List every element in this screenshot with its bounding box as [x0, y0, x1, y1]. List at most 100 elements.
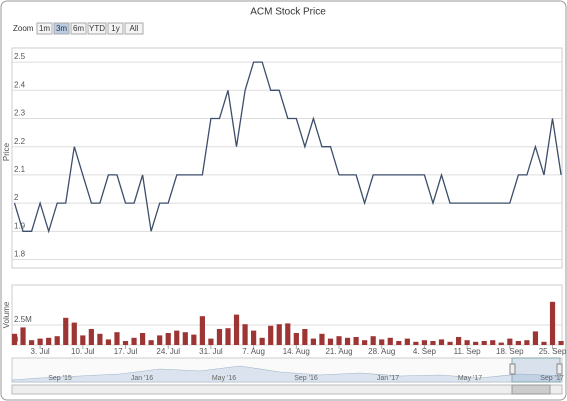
volume-bar	[490, 340, 496, 345]
volume-bar	[396, 341, 402, 345]
x-tick-label: 17. Jul	[114, 347, 138, 356]
range-button[interactable]: All	[124, 22, 144, 35]
scrollbar[interactable]	[11, 384, 563, 395]
volume-bar	[114, 332, 120, 345]
y-tick-label: 2.5	[14, 52, 26, 61]
button-label[interactable]: 3m	[56, 24, 67, 33]
volume-bar	[233, 314, 240, 345]
button-label[interactable]: 1m	[39, 24, 50, 33]
price-line	[13, 61, 562, 234]
volume-bar	[208, 338, 214, 345]
navigator-label: May '17	[458, 375, 482, 382]
y2-tick-label: 2.5M	[14, 315, 32, 324]
volume-bar	[140, 333, 146, 345]
button-label[interactable]: YTD	[89, 24, 105, 33]
y2-axis-title: Volume	[2, 301, 11, 328]
x-tick-label: 7. Aug	[242, 347, 265, 356]
volume-bar	[524, 340, 530, 345]
volume-bar	[157, 335, 163, 345]
scrollbar-thumb[interactable]	[511, 384, 551, 395]
volume-bar	[430, 341, 436, 345]
volume-bar	[88, 329, 94, 345]
volume-bar	[199, 316, 205, 345]
volume-bar	[541, 341, 547, 345]
volume-bar	[268, 325, 274, 345]
x-tick-label: 3. Jul	[31, 347, 50, 356]
volume-bar	[251, 330, 257, 345]
volume-bar	[481, 341, 487, 345]
navigator-handle[interactable]	[509, 363, 516, 375]
button-box[interactable]	[70, 22, 87, 35]
x-tick-label: 18. Sep	[496, 347, 524, 356]
y-tick-label: 2.2	[14, 137, 26, 146]
volume-bar	[216, 329, 223, 345]
navigator-handle[interactable]	[556, 363, 563, 375]
button-box[interactable]	[87, 22, 107, 35]
volume-bar	[404, 338, 410, 345]
volume-bar	[276, 324, 282, 345]
price-panel	[11, 47, 563, 269]
volume-bar	[336, 336, 342, 345]
navigator-labels: Sep '15 Jan '16 May '16 Sep '16 Jan '17 May '…	[48, 375, 564, 382]
volume-bar	[174, 330, 180, 345]
button-box[interactable]	[53, 22, 70, 35]
button-box[interactable]	[107, 22, 124, 35]
x-tick-label: 11. Sep	[454, 347, 482, 356]
x-tick-label: 24. Jul	[156, 347, 180, 356]
navigator-label: May '16	[212, 375, 236, 382]
range-button[interactable]: 1m	[36, 22, 53, 35]
volume-bar	[131, 337, 137, 345]
button-label[interactable]: 6m	[73, 24, 84, 33]
volume-bar	[225, 328, 231, 345]
range-button[interactable]: 6m	[70, 22, 87, 35]
volume-bar	[515, 341, 521, 345]
volume-bar	[80, 335, 86, 345]
volume-bar	[191, 334, 197, 345]
button-box[interactable]	[124, 22, 144, 35]
volume-bar	[327, 338, 334, 345]
button-label[interactable]: All	[130, 24, 139, 33]
volume-bar	[302, 329, 308, 345]
range-button[interactable]: 3m	[53, 22, 70, 35]
navigator-label: Jan '16	[131, 375, 153, 382]
navigator-label: Sep '17	[540, 375, 564, 382]
y-tick-label: 2.1	[14, 165, 26, 174]
range-button[interactable]: YTD	[87, 22, 107, 35]
navigator-label: Sep '16	[294, 375, 318, 382]
y-tick-label: 1.8	[14, 250, 26, 259]
volume-bar	[455, 337, 462, 345]
range-button[interactable]: 1y	[107, 22, 124, 35]
volume-bar	[46, 337, 52, 345]
volume-bar	[344, 337, 351, 345]
x-tick-label: 25. Sep	[539, 347, 567, 356]
volume-bar	[285, 323, 291, 345]
volume-bar	[54, 336, 60, 345]
volume-bar	[370, 336, 376, 345]
zoom-label: Zoom	[13, 24, 34, 33]
volume-bar	[105, 339, 112, 345]
volume-bar	[11, 333, 18, 345]
volume-bar	[293, 333, 299, 345]
volume-bar	[71, 322, 77, 345]
x-tick-label: 4. Sep	[413, 347, 437, 356]
volume-bar	[63, 317, 69, 345]
volume-bar	[37, 338, 43, 345]
volume-bar	[122, 341, 129, 345]
volume-bar	[387, 337, 393, 345]
volume-bar	[532, 331, 539, 345]
x-tick-label: 28. Aug	[368, 347, 395, 356]
button-label[interactable]: 1y	[111, 24, 119, 33]
y-tick-label: 2.4	[14, 80, 26, 89]
volume-bar	[362, 340, 368, 345]
y-axis-title: Price	[2, 142, 11, 161]
volume-bar	[558, 341, 564, 345]
volume-bar	[353, 337, 359, 345]
volume-bar	[438, 339, 445, 345]
volume-bar	[464, 340, 470, 345]
navigator-area	[11, 365, 563, 383]
button-box[interactable]	[36, 22, 53, 35]
volume-bar	[148, 340, 154, 345]
volume-bar	[507, 338, 513, 345]
volume-bar	[165, 333, 171, 345]
